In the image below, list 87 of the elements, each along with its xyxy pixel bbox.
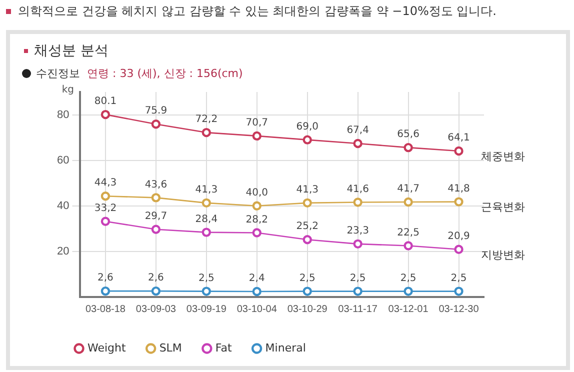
point xyxy=(302,235,312,244)
point xyxy=(202,286,212,296)
point xyxy=(100,191,110,201)
data-label: 41,3 xyxy=(195,184,218,196)
x-tick-label: 03-08-18 xyxy=(85,304,126,315)
point xyxy=(302,198,312,208)
data-label: 2,5 xyxy=(400,272,416,284)
data-label: 67,4 xyxy=(346,125,369,136)
data-label: 20,9 xyxy=(448,230,470,242)
legend-label: Weight xyxy=(88,341,127,354)
point xyxy=(353,286,362,296)
point xyxy=(252,201,262,210)
point xyxy=(353,138,362,148)
legend-label: Mineral xyxy=(265,341,306,354)
data-label: 80.1 xyxy=(94,96,117,108)
point xyxy=(100,216,110,226)
point xyxy=(252,286,262,296)
point xyxy=(404,241,413,250)
x-tick-label: 03-10-04 xyxy=(236,304,278,315)
x-tick-label: 03-12-01 xyxy=(388,304,429,315)
point xyxy=(100,286,110,296)
data-label: 44,3 xyxy=(94,178,117,189)
point xyxy=(404,142,413,152)
point xyxy=(404,197,413,207)
data-label: 72,2 xyxy=(195,114,218,126)
text: 의학적으로 건강을 헤치지 않고 감량할 수 있는 최대한의 감량폭을 약 −10%정도 입니다. xyxy=(6,3,496,20)
point xyxy=(151,120,161,129)
data-label: 25,2 xyxy=(296,221,318,232)
data-label: 22,5 xyxy=(397,227,420,238)
point xyxy=(454,197,464,206)
x-tick-label: 03-11-17 xyxy=(338,304,378,315)
y-tick-label: 80 xyxy=(56,108,70,121)
point xyxy=(151,286,161,296)
data-label: 2,5 xyxy=(198,272,214,284)
data-label: 28,2 xyxy=(246,214,268,226)
data-label: 2,6 xyxy=(98,272,114,284)
data-label: 75.9 xyxy=(144,106,168,117)
data-label: 41,7 xyxy=(397,184,420,195)
data-label: 2,6 xyxy=(148,272,164,284)
data-label: 65,6 xyxy=(397,129,420,140)
data-label: 41,3 xyxy=(296,184,318,196)
annotation: 체중변화 xyxy=(480,150,525,163)
annotation: 지방변화 xyxy=(480,248,525,262)
point xyxy=(353,239,362,249)
x-tick-label: 03-12-30 xyxy=(438,304,480,315)
chart-title: 채성분 분석 xyxy=(24,42,108,60)
data-label: 29,7 xyxy=(144,210,168,222)
legend-label: SLM xyxy=(159,341,182,354)
y-tick-label: 60 xyxy=(56,154,70,166)
annotation: 근육변화 xyxy=(480,200,525,214)
data-label: 69,0 xyxy=(296,121,318,132)
point xyxy=(353,198,362,207)
point xyxy=(454,146,464,156)
data-label: 43,6 xyxy=(144,179,168,190)
point xyxy=(252,131,262,141)
point xyxy=(202,128,212,138)
data-label: 2,5 xyxy=(450,272,467,284)
point xyxy=(151,193,161,202)
data-label: 2,5 xyxy=(299,272,316,284)
data-label: 2,5 xyxy=(350,272,366,284)
point xyxy=(252,228,262,238)
point xyxy=(100,110,110,120)
chart-subtitle: 수진정보 연령 : 33 (세), 신장 : 156(cm) xyxy=(35,66,243,81)
point xyxy=(454,244,464,254)
point xyxy=(454,286,464,296)
data-label: 64,1 xyxy=(448,132,470,144)
legend-label: Fat xyxy=(215,341,232,354)
x-tick-label: 03-09-03 xyxy=(136,304,176,315)
point xyxy=(202,228,212,237)
point xyxy=(151,224,161,234)
data-label: 41,8 xyxy=(448,183,470,194)
data-label: 33,2 xyxy=(94,202,117,214)
data-label: 70,7 xyxy=(246,118,268,129)
point xyxy=(302,286,312,296)
data-label: 41,6 xyxy=(346,184,369,195)
y-tick-label: 40 xyxy=(56,200,70,212)
y-tick-label: 20 xyxy=(56,245,70,258)
point xyxy=(302,135,312,144)
data-label: 23,3 xyxy=(346,226,369,237)
data-label: 2,4 xyxy=(248,273,265,284)
x-tick-label: 03-09-19 xyxy=(186,304,227,315)
point xyxy=(404,286,413,296)
data-label: 40,0 xyxy=(246,187,268,198)
x-tick-label: 03-10-29 xyxy=(287,304,328,315)
data-label: 28,4 xyxy=(195,214,218,225)
y-axis-title: kg xyxy=(62,84,74,96)
point xyxy=(202,198,212,208)
